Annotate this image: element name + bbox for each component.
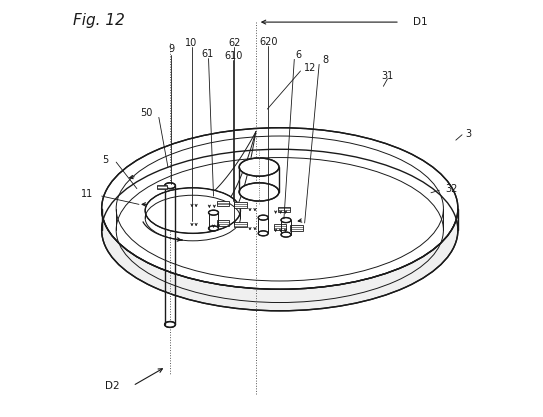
Text: 610: 610 bbox=[224, 51, 243, 61]
Ellipse shape bbox=[239, 158, 279, 176]
FancyBboxPatch shape bbox=[277, 207, 290, 212]
Text: 12: 12 bbox=[304, 63, 316, 73]
FancyBboxPatch shape bbox=[217, 201, 229, 206]
FancyBboxPatch shape bbox=[290, 225, 302, 231]
FancyBboxPatch shape bbox=[156, 185, 167, 189]
Ellipse shape bbox=[165, 183, 175, 188]
Text: 31: 31 bbox=[381, 71, 394, 81]
Ellipse shape bbox=[209, 226, 218, 231]
Text: 3: 3 bbox=[465, 129, 471, 139]
Ellipse shape bbox=[281, 218, 291, 223]
Text: 50: 50 bbox=[140, 108, 153, 118]
Ellipse shape bbox=[281, 232, 291, 237]
FancyBboxPatch shape bbox=[274, 224, 286, 230]
Text: Fig. 12: Fig. 12 bbox=[73, 13, 124, 28]
Text: 62: 62 bbox=[228, 38, 241, 48]
Ellipse shape bbox=[145, 188, 241, 234]
Text: 5: 5 bbox=[103, 155, 109, 165]
Text: 620: 620 bbox=[259, 37, 277, 47]
Text: 9: 9 bbox=[168, 44, 174, 54]
Ellipse shape bbox=[165, 322, 175, 327]
Text: 61: 61 bbox=[201, 49, 213, 59]
Text: D1: D1 bbox=[413, 17, 428, 27]
Ellipse shape bbox=[102, 128, 458, 289]
Text: 6: 6 bbox=[295, 50, 301, 60]
Text: 32: 32 bbox=[445, 183, 458, 193]
FancyBboxPatch shape bbox=[234, 203, 247, 208]
Ellipse shape bbox=[102, 149, 458, 311]
Text: 11: 11 bbox=[81, 189, 93, 199]
Ellipse shape bbox=[209, 210, 218, 215]
Ellipse shape bbox=[258, 215, 268, 220]
Text: D2: D2 bbox=[105, 381, 119, 391]
FancyBboxPatch shape bbox=[234, 222, 247, 227]
Text: 8: 8 bbox=[323, 55, 329, 65]
Ellipse shape bbox=[239, 183, 279, 201]
Ellipse shape bbox=[258, 231, 268, 236]
FancyBboxPatch shape bbox=[217, 220, 229, 226]
Text: 10: 10 bbox=[185, 38, 198, 48]
